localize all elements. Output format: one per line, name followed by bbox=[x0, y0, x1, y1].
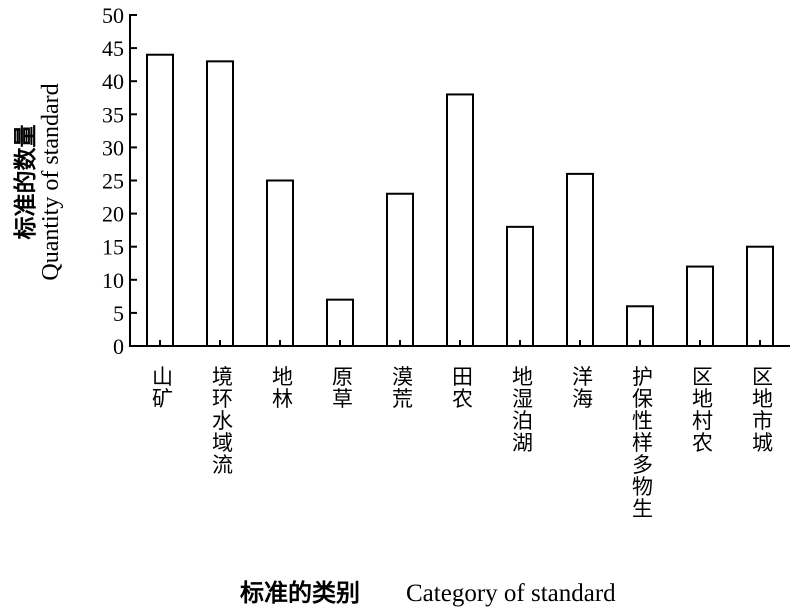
bar-8: 海洋: 26 bbox=[566, 172, 594, 347]
x-axis-title: 标准的类别 Category of standard bbox=[240, 579, 616, 607]
bars: 矿山: 44 流域水环境: 43 林地: 25 草原: 7 荒漠: 23 农田: 38 湖泊… bbox=[146, 53, 774, 348]
y-tick-label: 30 bbox=[102, 135, 124, 160]
category-label-9: 生物多样性保护 bbox=[632, 365, 653, 521]
bar-6: 农田: 38 bbox=[446, 93, 474, 347]
y-axis-title: 标准的数量 Quantity of standard bbox=[12, 83, 64, 280]
y-tick-label: 0 bbox=[113, 334, 124, 359]
bar-1: 矿山: 44 bbox=[146, 53, 174, 347]
bar-11: 城市地区: 15 bbox=[746, 245, 774, 347]
y-tick-label: 40 bbox=[102, 69, 124, 94]
bar-3: 林地: 25 bbox=[266, 179, 294, 347]
category-label-4: 草原 bbox=[332, 365, 353, 411]
y-axis-title-cn: 标准的数量 bbox=[12, 125, 39, 240]
category-label-5: 荒漠 bbox=[392, 365, 413, 411]
y-tick-label: 25 bbox=[102, 169, 124, 194]
category-label-7: 湖泊湿地 bbox=[512, 365, 533, 455]
category-label-3: 林地 bbox=[272, 365, 293, 411]
y-tick-label: 15 bbox=[102, 235, 124, 260]
category-label-6: 农田 bbox=[452, 365, 473, 411]
bar-4: 草原: 7 bbox=[326, 298, 354, 348]
category-label-11: 城市地区 bbox=[752, 365, 773, 455]
bar-7: 湖泊湿地: 18 bbox=[506, 225, 534, 347]
y-axis-ticks: 0 5 10 15 20 25 30 35 40 45 50 bbox=[102, 3, 137, 359]
y-tick-label: 35 bbox=[102, 102, 124, 127]
category-label-10: 农村地区 bbox=[692, 365, 713, 455]
bar-10: 农村地区: 12 bbox=[686, 265, 714, 347]
bar-5: 荒漠: 23 bbox=[386, 192, 414, 347]
x-axis-title-cn: 标准的类别 bbox=[240, 579, 360, 607]
y-tick-label: 50 bbox=[102, 3, 124, 28]
y-tick-label: 10 bbox=[102, 268, 124, 293]
y-tick-label: 5 bbox=[113, 301, 124, 326]
category-label-8: 海洋 bbox=[572, 365, 593, 411]
y-tick-label: 20 bbox=[102, 202, 124, 227]
x-axis-title-en: Category of standard bbox=[406, 580, 616, 607]
bar-2: 流域水环境: 43 bbox=[206, 60, 234, 348]
y-axis-title-en: Quantity of standard bbox=[38, 83, 64, 280]
category-label-1: 矿山 bbox=[152, 365, 173, 411]
y-tick-label: 45 bbox=[102, 36, 124, 61]
category-label-2: 流域水环境 bbox=[212, 365, 233, 477]
